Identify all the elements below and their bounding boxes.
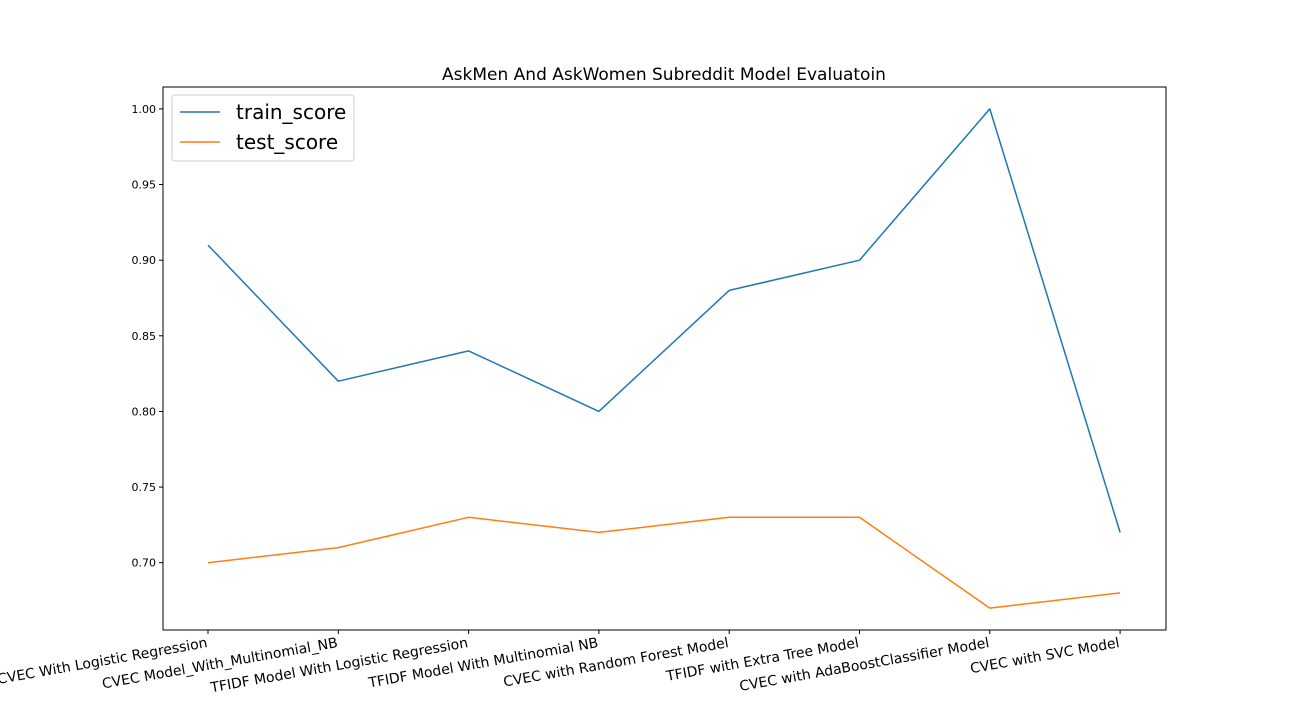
y-tick-label: 0.70 [132,557,157,570]
data-point-train-score [597,410,600,413]
data-point-test-score [1119,591,1122,594]
y-tick-label: 0.75 [132,481,157,494]
data-point-train-score [337,380,340,383]
data-point-test-score [207,561,210,564]
data-point-train-score [207,244,210,247]
y-tick-label: 1.00 [132,103,157,116]
data-point-train-score [1119,531,1122,534]
data-point-test-score [467,516,470,519]
series-line-train-score [207,108,1121,533]
y-tick-label: 0.80 [132,405,157,418]
y-tick-label: 0.85 [132,330,157,343]
plot-area-frame [162,86,1167,631]
legend[interactable]: train_score test_score [171,94,355,162]
data-point-train-score [858,259,861,262]
data-point-test-score [337,546,340,549]
data-point-train-score [728,289,731,292]
data-point-test-score [597,531,600,534]
data-point-test-score [988,607,991,610]
y-axis: 0.70 0.75 0.80 0.85 0.90 0.95 1.00 [132,103,163,570]
data-point-train-score [467,349,470,352]
chart-title: AskMen And AskWomen Subreddit Model Eval… [442,65,886,85]
y-tick-label: 0.95 [132,179,157,192]
legend-label-train-score: train_score [236,100,346,124]
y-tick-label: 0.90 [132,254,157,267]
legend-label-test-score: test_score [236,130,338,154]
data-point-train-score [988,107,991,110]
series-layer [207,107,1122,610]
data-point-test-score [728,516,731,519]
series-line-test-score [207,516,1121,609]
data-point-test-score [858,516,861,519]
